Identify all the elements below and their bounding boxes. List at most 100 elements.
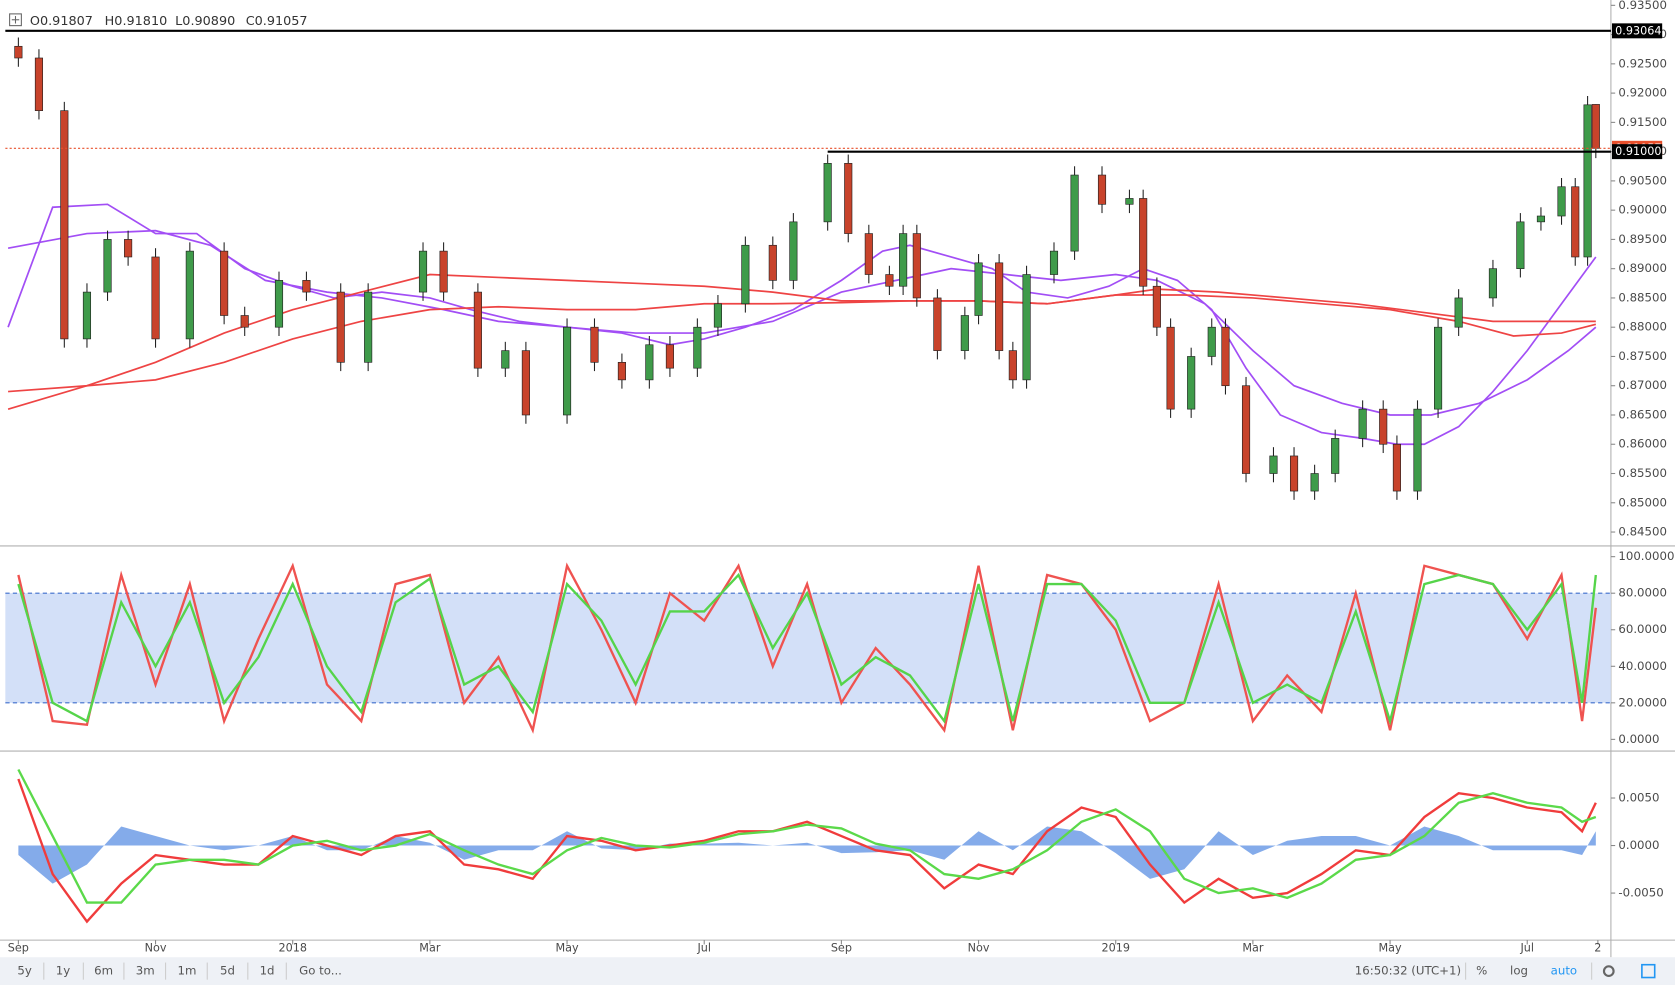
moving-average <box>8 273 1596 393</box>
percent-button[interactable]: % <box>1476 964 1487 978</box>
candle-body <box>1097 174 1107 205</box>
candle-body <box>1331 438 1340 474</box>
y-tick-label: 0.85500 <box>1618 466 1667 480</box>
price-level-box <box>1611 23 1663 39</box>
plot-area <box>5 562 1611 734</box>
range-button[interactable]: 1y <box>56 964 70 978</box>
candle-body <box>103 239 112 293</box>
candle-body <box>240 315 249 328</box>
candle-body <box>1022 274 1031 381</box>
band-fill <box>5 593 1611 703</box>
candle-body <box>336 291 345 363</box>
x-tick-label: Jul <box>1519 942 1534 955</box>
price-level-label: 0.91000 <box>1615 145 1661 158</box>
candle-body <box>1571 186 1580 258</box>
candle-body <box>1207 326 1216 357</box>
candle-body <box>439 250 448 293</box>
y-tick-label: 0.88500 <box>1618 290 1667 304</box>
range-button[interactable]: 1d <box>260 964 275 978</box>
x-tick-label: 2 <box>1594 942 1601 955</box>
y-tick-label: 0.84500 <box>1618 525 1667 539</box>
collapse-icon[interactable] <box>9 13 22 27</box>
clock: 16:50:32 (UTC+1) <box>1355 964 1461 978</box>
candle-body <box>1516 221 1525 269</box>
candle-body <box>302 280 311 293</box>
y-tick-label: 0.0000 <box>1618 838 1659 852</box>
candle-body <box>521 350 530 416</box>
goto-button[interactable]: Go to... <box>299 964 342 978</box>
candle-body <box>713 303 722 328</box>
moving-average <box>7 229 1597 416</box>
panel: -0.0050 0.0000 0.0050 Sep Nov 2018 Mar May Jul Se… <box>8 768 1664 955</box>
y-tick-label: 0.87000 <box>1618 378 1667 392</box>
indicator-line <box>17 562 1597 734</box>
x-tick-label: Nov <box>968 942 990 955</box>
fullscreen-icon[interactable] <box>1641 963 1656 979</box>
candle-body <box>1557 186 1566 217</box>
candle-body <box>274 280 284 328</box>
x-tick-label: Mar <box>1242 942 1264 955</box>
candle-body <box>1454 297 1463 328</box>
ohlc-high: H0.91810 <box>105 14 168 29</box>
candle-body <box>823 163 832 223</box>
y-tick-label: 80.0000 <box>1618 586 1667 600</box>
auto-button[interactable]: auto <box>1551 964 1577 978</box>
y-tick-label: 40.0000 <box>1618 659 1667 673</box>
range-button[interactable]: 6m <box>94 964 113 978</box>
panel: 0.84500 0.85000 0.85500 0.86000 0.86500 0.870… <box>5 0 1667 539</box>
candle-body <box>1434 326 1443 410</box>
range-button[interactable]: 5y <box>17 964 31 978</box>
y-tick-label: 0.87500 <box>1618 349 1667 363</box>
candle-body <box>562 326 572 416</box>
y-tick-label: 0.88000 <box>1618 320 1667 334</box>
price-level-label: 0.93064 <box>1615 24 1661 37</box>
candle-body <box>1221 326 1230 387</box>
x-tick-label: Mar <box>419 942 441 955</box>
x-tick-label: May <box>555 942 579 955</box>
y-tick-label: 60.0000 <box>1618 622 1667 636</box>
range-button[interactable]: 3m <box>136 964 155 978</box>
candle-body <box>501 350 510 369</box>
candle-body <box>912 233 921 299</box>
range-button[interactable]: 1m <box>177 964 196 978</box>
y-tick-label: -0.0050 <box>1618 886 1663 900</box>
settings-icon[interactable] <box>1602 965 1615 977</box>
x-tick-label: Sep <box>8 942 29 955</box>
candle-body <box>1008 350 1017 381</box>
indicator-line <box>17 768 1597 904</box>
x-tick-label: Nov <box>145 942 167 955</box>
y-tick-label: 0.0050 <box>1618 791 1659 805</box>
x-tick-label: Jul <box>696 942 711 955</box>
candle-body <box>1070 174 1079 252</box>
y-tick-label: 0.86500 <box>1618 407 1667 421</box>
candle-body <box>1241 385 1251 474</box>
candle-body <box>1166 326 1175 410</box>
y-tick-label: 0.89500 <box>1618 232 1667 246</box>
candle-body <box>1488 268 1497 299</box>
toolbar-background <box>0 957 1675 985</box>
candle-body <box>590 326 599 363</box>
y-tick-label: 0.91500 <box>1618 115 1667 129</box>
candle-body <box>1187 356 1196 410</box>
range-button[interactable]: 5d <box>220 964 235 978</box>
candle-body <box>60 110 69 340</box>
candle-body <box>364 291 373 363</box>
candle-body <box>418 250 428 293</box>
y-tick-label: 0.85000 <box>1618 495 1667 509</box>
candle-body <box>617 361 626 381</box>
y-tick-label: 0.93500 <box>1618 0 1667 12</box>
candle-body <box>1591 104 1600 149</box>
x-tick-label: 2019 <box>1101 942 1130 955</box>
candle-body <box>974 262 983 316</box>
log-button[interactable]: log <box>1510 964 1528 978</box>
candle-body <box>1139 198 1148 287</box>
y-tick-label: 0.86000 <box>1618 437 1667 451</box>
candle-body <box>864 233 873 275</box>
candle-body <box>1379 408 1388 445</box>
plot-area <box>17 768 1597 924</box>
candle-body <box>768 244 777 281</box>
candle-body <box>1310 473 1319 492</box>
candle-body <box>1289 455 1299 492</box>
